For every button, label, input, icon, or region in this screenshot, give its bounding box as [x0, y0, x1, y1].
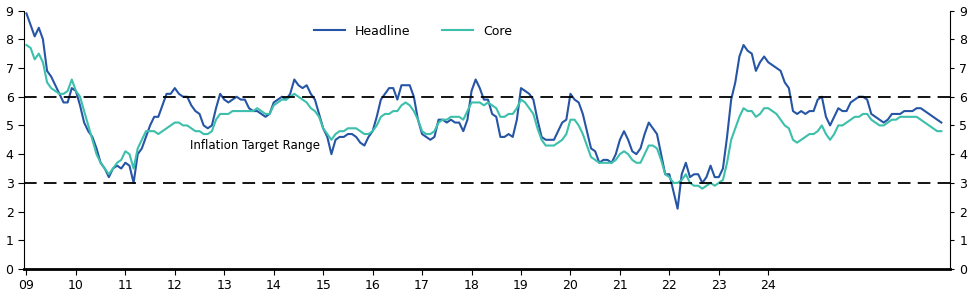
Core	[223, 112, 234, 116]
Headline	[486, 112, 498, 116]
Core	[697, 187, 708, 190]
Headline	[20, 12, 32, 15]
Headline	[923, 112, 935, 116]
Core	[437, 118, 449, 122]
Core	[375, 115, 386, 119]
Line: Core: Core	[26, 45, 941, 189]
Headline	[437, 118, 449, 122]
Headline	[671, 207, 683, 210]
Core	[923, 124, 935, 127]
Headline	[935, 121, 947, 124]
Legend: Headline, Core: Headline, Core	[314, 24, 512, 38]
Core	[935, 129, 947, 133]
Core	[20, 43, 32, 47]
Core	[400, 101, 412, 104]
Core	[486, 103, 498, 107]
Line: Headline: Headline	[26, 13, 941, 209]
Headline	[223, 101, 234, 104]
Text: Inflation Target Range: Inflation Target Range	[190, 139, 320, 152]
Headline	[375, 98, 386, 101]
Headline	[400, 83, 412, 87]
